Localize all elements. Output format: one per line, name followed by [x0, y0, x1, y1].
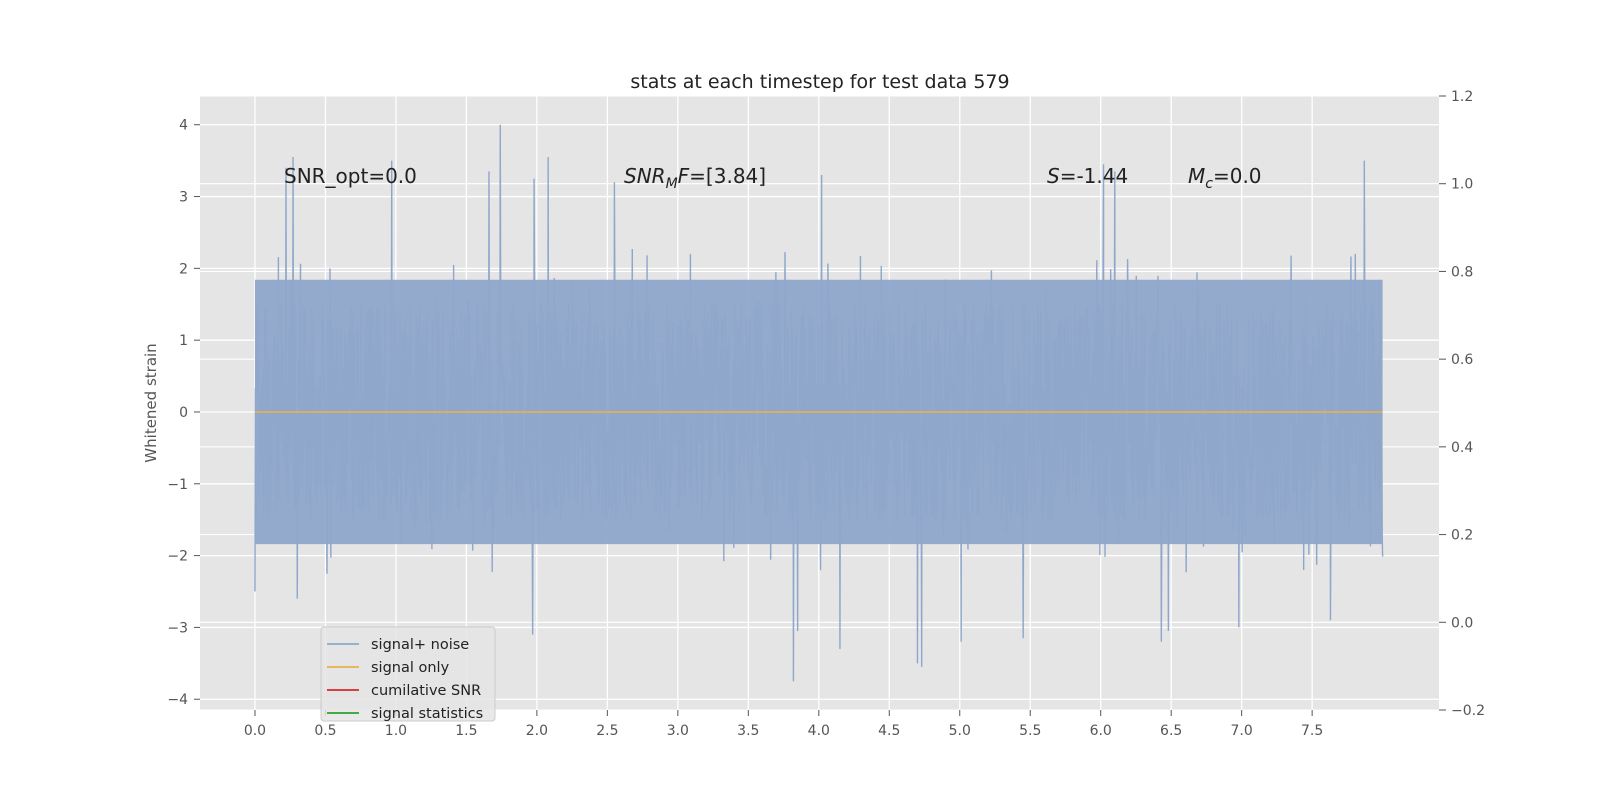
annotation-s-val: =-1.44 — [1060, 164, 1129, 188]
x-tick-label: 4.5 — [878, 723, 900, 739]
legend-label-signal-only: signal only — [371, 660, 450, 676]
y-tick-label: 2 — [179, 261, 188, 277]
x-tick-label: 5.5 — [1019, 723, 1041, 739]
y2-tick-label: 0.0 — [1451, 615, 1473, 631]
x-tick-label: 1.5 — [455, 723, 477, 739]
annotation-snr-mf-main: SNR — [624, 164, 666, 188]
y2-tick-label: −0.2 — [1451, 703, 1485, 719]
annotation-mc: Mc=0.0 — [1188, 164, 1262, 192]
x-tick-label: 7.5 — [1301, 723, 1323, 739]
y-tick-label: −4 — [167, 692, 188, 708]
annotation-s: S=-1.44 — [1047, 164, 1128, 188]
y-tick-label: 0 — [179, 405, 188, 421]
series-signal-plus-noise-line — [254, 124, 1384, 682]
x-tick-label: 6.0 — [1090, 723, 1112, 739]
y2-axis-ticks: 1.2 1.0 0.8 0.6 0.4 0.2 0.0 −0.2 — [1439, 89, 1485, 719]
y2-tick-label: 0.2 — [1451, 528, 1473, 544]
y-tick-label: −1 — [167, 477, 188, 493]
y2-tick-label: 0.4 — [1451, 440, 1473, 456]
x-tick-label: 0.5 — [314, 723, 336, 739]
x-tick-label: 3.5 — [737, 723, 759, 739]
x-axis-ticks: 0.0 0.5 1.0 1.5 2.0 2.5 3.0 3.5 4.0 4.5 5.0 5.5 6.0 6… — [244, 710, 1323, 739]
annotation-mc-sub: c — [1205, 176, 1213, 192]
x-tick-label: 5.0 — [949, 723, 971, 739]
annotation-snr-mf-sub: M — [666, 176, 678, 192]
legend-label-signal-noise: signal+ noise — [371, 637, 469, 653]
legend-box — [320, 626, 496, 722]
y-tick-label: 1 — [179, 333, 188, 349]
x-tick-label: 2.5 — [596, 723, 618, 739]
annotation-s-var: S — [1047, 164, 1060, 188]
annotation-snr-mf: SNRMF=[3.84] — [624, 164, 766, 192]
y-tick-label: 3 — [179, 190, 188, 206]
annotation-snr-mf-rest-var: F — [678, 164, 690, 188]
x-tick-label: 2.0 — [526, 723, 548, 739]
x-tick-label: 3.0 — [667, 723, 689, 739]
y-axis-ticks: 4 3 2 1 0 −1 −2 −3 −4 — [167, 118, 200, 708]
y2-tick-label: 1.0 — [1451, 177, 1473, 193]
x-tick-label: 6.5 — [1160, 723, 1182, 739]
y2-tick-label: 0.8 — [1451, 264, 1473, 280]
y-tick-label: −2 — [167, 549, 188, 565]
y2-tick-label: 1.2 — [1451, 89, 1473, 105]
legend-label-signal-statistics: signal statistics — [371, 706, 483, 722]
x-tick-label: 4.0 — [808, 723, 830, 739]
annotation-mc-var: M — [1188, 164, 1205, 188]
y2-tick-label: 0.6 — [1451, 352, 1473, 368]
x-tick-label: 7.0 — [1231, 723, 1253, 739]
x-tick-label: 1.0 — [385, 723, 407, 739]
y-tick-label: 4 — [179, 118, 188, 134]
legend-label-cumilative-snr: cumilative SNR — [371, 683, 481, 699]
annotation-snr-mf-rest: =[3.84] — [689, 164, 766, 188]
y-tick-label: −3 — [167, 620, 188, 636]
annotation-mc-val: =0.0 — [1213, 164, 1262, 188]
legend: signal+ noise signal only cumilative SNR si… — [320, 626, 496, 722]
annotation-snr-opt: SNR_opt=0.0 — [284, 164, 417, 188]
y-axis-label: Whitened strain — [142, 343, 160, 462]
x-tick-label: 0.0 — [244, 723, 266, 739]
chart-title: stats at each timestep for test data 579 — [630, 71, 1009, 93]
